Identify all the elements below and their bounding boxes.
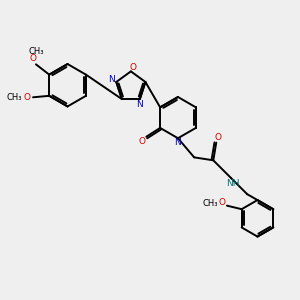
Text: N: N [108,74,115,83]
Text: O: O [218,198,225,207]
Text: CH₃: CH₃ [203,200,218,208]
Text: O: O [24,93,31,102]
Text: O: O [129,63,136,72]
Text: N: N [136,100,142,109]
Text: NH: NH [226,179,239,188]
Text: O: O [29,54,37,63]
Text: N: N [174,138,181,147]
Text: O: O [139,137,146,146]
Text: CH₃: CH₃ [7,93,22,102]
Text: O: O [214,133,221,142]
Text: CH₃: CH₃ [28,46,44,56]
